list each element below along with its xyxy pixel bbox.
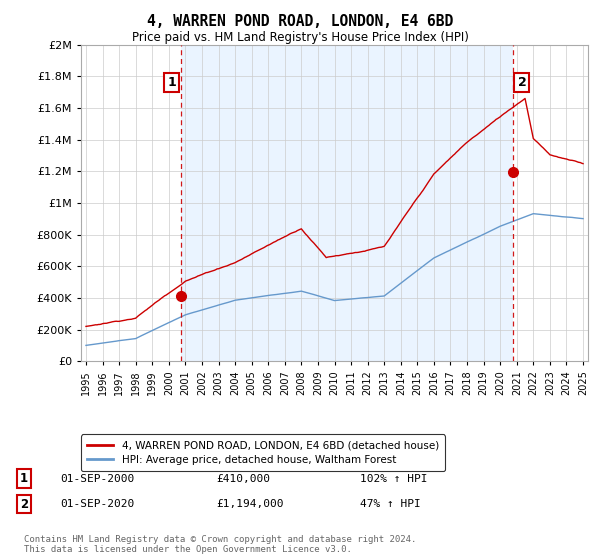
Text: 2: 2 — [518, 76, 526, 89]
Text: Contains HM Land Registry data © Crown copyright and database right 2024.
This d: Contains HM Land Registry data © Crown c… — [24, 535, 416, 554]
Text: Price paid vs. HM Land Registry's House Price Index (HPI): Price paid vs. HM Land Registry's House … — [131, 31, 469, 44]
Text: 47% ↑ HPI: 47% ↑ HPI — [360, 499, 421, 509]
Text: 4, WARREN POND ROAD, LONDON, E4 6BD: 4, WARREN POND ROAD, LONDON, E4 6BD — [147, 14, 453, 29]
Bar — [181, 45, 512, 361]
Legend: 4, WARREN POND ROAD, LONDON, E4 6BD (detached house), HPI: Average price, detach: 4, WARREN POND ROAD, LONDON, E4 6BD (det… — [81, 435, 445, 471]
Text: 102% ↑ HPI: 102% ↑ HPI — [360, 474, 427, 484]
Text: 01-SEP-2000: 01-SEP-2000 — [60, 474, 134, 484]
Text: 1: 1 — [167, 76, 176, 89]
Text: 1: 1 — [20, 472, 28, 486]
Text: £410,000: £410,000 — [216, 474, 270, 484]
Text: £1,194,000: £1,194,000 — [216, 499, 284, 509]
Text: 01-SEP-2020: 01-SEP-2020 — [60, 499, 134, 509]
Text: 2: 2 — [20, 497, 28, 511]
